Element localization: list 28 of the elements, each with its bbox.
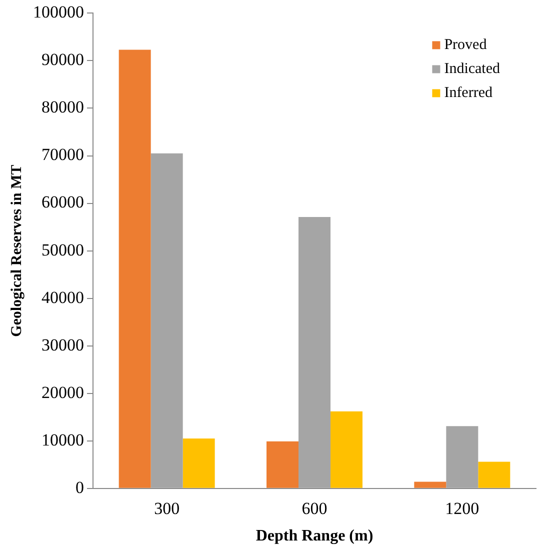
bar bbox=[478, 462, 510, 488]
y-tick-label: 20000 bbox=[42, 382, 84, 402]
legend-label: Inferred bbox=[444, 85, 493, 102]
y-tick-label: 40000 bbox=[42, 288, 84, 307]
x-axis-title: Depth Range (m) bbox=[256, 528, 374, 545]
bar bbox=[446, 426, 478, 488]
y-tick-label: 10000 bbox=[42, 430, 84, 450]
legend-label: Indicated bbox=[444, 61, 500, 78]
bar bbox=[414, 482, 446, 488]
y-tick-label: 80000 bbox=[42, 98, 84, 117]
y-tick-label: 30000 bbox=[42, 335, 84, 354]
bar bbox=[330, 411, 362, 488]
x-tick-label: 1200 bbox=[445, 499, 480, 518]
y-tick-label: 50000 bbox=[42, 240, 84, 260]
y-tick-label: 90000 bbox=[42, 50, 84, 70]
bar bbox=[266, 441, 299, 488]
x-tick-label: 600 bbox=[302, 499, 328, 518]
bar bbox=[150, 153, 183, 488]
y-tick-label: 70000 bbox=[42, 145, 84, 164]
bar bbox=[298, 217, 330, 488]
bar bbox=[118, 50, 151, 488]
bar bbox=[182, 438, 215, 488]
y-tick-label: 60000 bbox=[42, 192, 84, 212]
legend-label: Proved bbox=[444, 37, 488, 54]
y-tick-label: 0 bbox=[76, 478, 84, 497]
x-tick-label: 300 bbox=[154, 499, 180, 518]
y-tick-label: 100000 bbox=[33, 2, 84, 22]
y-axis-title: Geological Reserves in MT bbox=[8, 164, 25, 337]
